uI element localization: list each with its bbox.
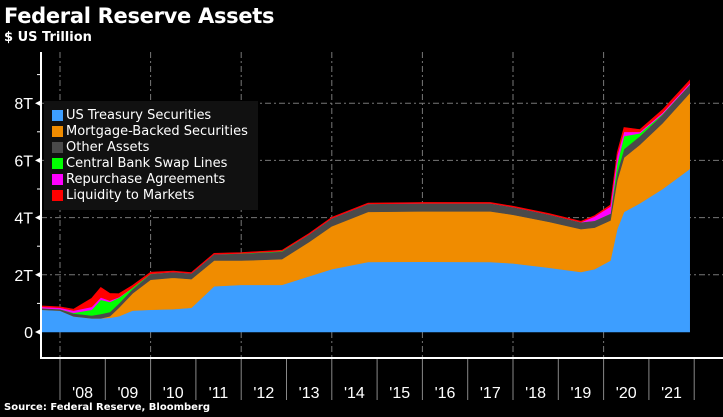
x-tick-label: '16 — [435, 385, 456, 402]
chart-title: Federal Reserve Assets — [4, 4, 275, 28]
y-tick-label: 0 — [24, 325, 33, 342]
legend-label: Liquidity to Markets — [66, 187, 195, 203]
x-tick-label: '11 — [209, 385, 229, 402]
y-tick-label: 4T — [14, 211, 33, 228]
y-tick-label: 6T — [14, 153, 33, 170]
x-tick-label: '08 — [72, 385, 93, 402]
legend-item: US Treasury Securities — [52, 107, 258, 123]
x-tick-label: '17 — [480, 385, 501, 402]
legend: US Treasury Securities Mortgage-Backed S… — [44, 101, 258, 210]
y-tick-label: 2T — [14, 268, 33, 285]
y-tick — [35, 329, 41, 335]
legend-label: Central Bank Swap Lines — [66, 155, 228, 171]
y-tick — [35, 271, 41, 278]
legend-label: Mortgage-Backed Securities — [66, 123, 248, 139]
x-tick-label: '21 — [661, 385, 682, 402]
x-tick-label: '12 — [253, 385, 274, 402]
x-tick-label: '20 — [616, 385, 637, 402]
legend-swatch — [52, 109, 63, 121]
legend-swatch — [52, 125, 63, 137]
legend-item: Repurchase Agreements — [52, 171, 258, 187]
x-tick-label: '18 — [525, 385, 546, 402]
y-tick — [35, 214, 41, 221]
legend-swatch — [52, 157, 63, 169]
legend-item: Mortgage-Backed Securities — [52, 123, 258, 139]
legend-item: Liquidity to Markets — [52, 187, 258, 203]
y-tick — [35, 100, 41, 107]
legend-label: Other Assets — [66, 139, 150, 155]
legend-item: Central Bank Swap Lines — [52, 155, 258, 171]
y-tick-label: 8T — [14, 96, 33, 113]
legend-swatch — [52, 189, 63, 201]
legend-item: Other Assets — [52, 139, 258, 155]
legend-swatch — [52, 173, 63, 185]
x-tick-label: '14 — [344, 385, 365, 402]
legend-swatch — [52, 141, 63, 153]
x-tick-label: '19 — [570, 385, 591, 402]
y-tick — [35, 157, 41, 164]
x-tick-label: '09 — [117, 385, 138, 402]
chart-subtitle: $ US Trillion — [4, 30, 92, 45]
area-liquidity-to-markets — [41, 79, 690, 311]
legend-label: Repurchase Agreements — [66, 171, 226, 187]
x-tick-label: '13 — [299, 385, 320, 402]
x-tick-label: '15 — [389, 385, 410, 402]
legend-label: US Treasury Securities — [66, 107, 212, 123]
source-note: Source: Federal Reserve, Bloomberg — [4, 402, 211, 413]
x-tick-label: '10 — [163, 385, 184, 402]
